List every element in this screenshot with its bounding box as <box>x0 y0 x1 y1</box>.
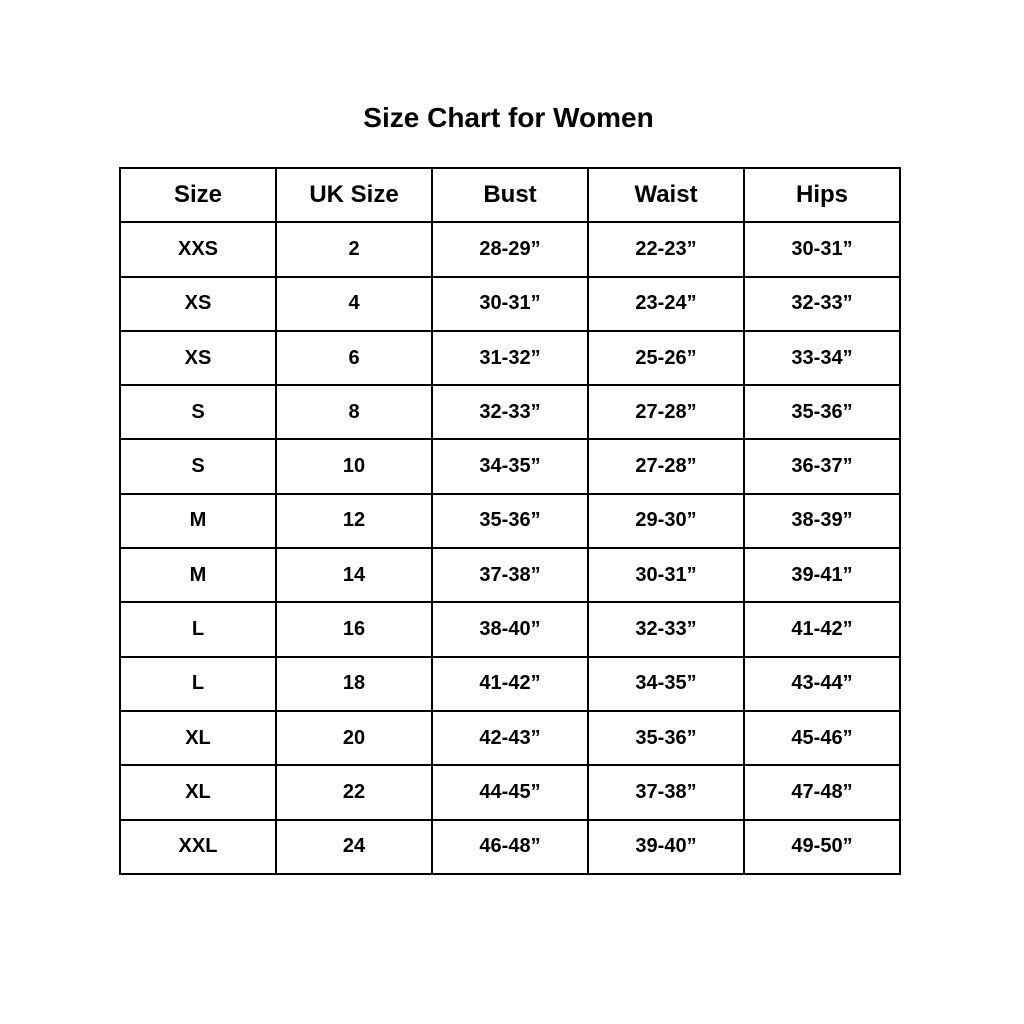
table-cell: 45-46” <box>743 709 901 767</box>
table-row: XL 22 44-45” 37-38” 47-48” <box>119 764 901 821</box>
table-row: S 10 34-35” 27-28” 36-37” <box>119 438 901 495</box>
table-cell: 6 <box>275 329 433 387</box>
table-cell: 43-44” <box>743 655 901 712</box>
table-cell: 4 <box>275 275 433 332</box>
table-cell: 18 <box>275 655 433 712</box>
table-cell: S <box>119 384 277 441</box>
table-row: XS 4 30-31” 23-24” 32-33” <box>119 275 901 332</box>
table-cell: 16 <box>275 601 433 658</box>
table-row: XXS 2 28-29” 22-23” 30-31” <box>119 221 901 278</box>
table-cell: 38-40” <box>431 601 589 658</box>
table-cell: 35-36” <box>743 384 901 441</box>
table-cell: 39-40” <box>587 818 745 875</box>
table-cell: 27-28” <box>587 438 745 495</box>
column-header: Size <box>119 166 277 224</box>
table-cell: 35-36” <box>431 492 589 550</box>
table-cell: 14 <box>275 547 433 604</box>
table-cell: 27-28” <box>587 384 745 441</box>
table-cell: 35-36” <box>587 709 745 767</box>
table-cell: 34-35” <box>431 438 589 495</box>
table-cell: 20 <box>275 709 433 767</box>
table-cell: 44-45” <box>431 764 589 821</box>
table-row: M 14 37-38” 30-31” 39-41” <box>119 547 901 604</box>
table-cell: M <box>119 492 277 550</box>
table-cell: 30-31” <box>743 221 901 278</box>
table-cell: 33-34” <box>743 329 901 387</box>
table-header-row: Size UK Size Bust Waist Hips <box>119 166 901 224</box>
table-cell: 39-41” <box>743 547 901 604</box>
table-cell: 34-35” <box>587 655 745 712</box>
table-cell: 32-33” <box>743 275 901 332</box>
table-cell: XL <box>119 709 277 767</box>
table-cell: XXL <box>119 818 277 875</box>
table-cell: 8 <box>275 384 433 441</box>
page-title: Size Chart for Women <box>363 102 654 133</box>
table-cell: 22 <box>275 764 433 821</box>
table-row: XS 6 31-32” 25-26” 33-34” <box>119 329 901 387</box>
table-cell: L <box>119 655 277 712</box>
table-cell: 30-31” <box>431 275 589 332</box>
table-row: M 12 35-36” 29-30” 38-39” <box>119 492 901 550</box>
table-cell: 31-32” <box>431 329 589 387</box>
table-cell: 10 <box>275 438 433 495</box>
table-cell: 42-43” <box>431 709 589 767</box>
table-cell: 12 <box>275 492 433 550</box>
table-cell: 24 <box>275 818 433 875</box>
column-header: Waist <box>587 166 745 224</box>
table-row: XL 20 42-43” 35-36” 45-46” <box>119 709 901 767</box>
table-cell: XS <box>119 275 277 332</box>
table-cell: 37-38” <box>587 764 745 821</box>
table-cell: 23-24” <box>587 275 745 332</box>
table-row: XXL 24 46-48” 39-40” 49-50” <box>119 818 901 875</box>
table-cell: L <box>119 601 277 658</box>
column-header: Hips <box>743 166 901 224</box>
table-cell: 46-48” <box>431 818 589 875</box>
table-cell: S <box>119 438 277 495</box>
table-row: S 8 32-33” 27-28” 35-36” <box>119 384 901 441</box>
table-cell: 30-31” <box>587 547 745 604</box>
table-cell: 32-33” <box>587 601 745 658</box>
table-cell: 41-42” <box>743 601 901 658</box>
table-cell: XS <box>119 329 277 387</box>
table-cell: 47-48” <box>743 764 901 821</box>
table-cell: M <box>119 547 277 604</box>
table-cell: 29-30” <box>587 492 745 550</box>
table-cell: 28-29” <box>431 221 589 278</box>
column-header: UK Size <box>275 166 433 224</box>
table-cell: 38-39” <box>743 492 901 550</box>
table-cell: 49-50” <box>743 818 901 875</box>
table-cell: 36-37” <box>743 438 901 495</box>
size-chart-table: Size UK Size Bust Waist Hips XXS 2 28-29” 22-23… <box>119 166 901 875</box>
table-cell: 22-23” <box>587 221 745 278</box>
table-cell: 25-26” <box>587 329 745 387</box>
table-cell: XL <box>119 764 277 821</box>
table-cell: 2 <box>275 221 433 278</box>
table-cell: 32-33” <box>431 384 589 441</box>
table-row: L 18 41-42” 34-35” 43-44” <box>119 655 901 712</box>
table-cell: 37-38” <box>431 547 589 604</box>
table-cell: XXS <box>119 221 277 278</box>
table-cell: 41-42” <box>431 655 589 712</box>
table-row: L 16 38-40” 32-33” 41-42” <box>119 601 901 658</box>
column-header: Bust <box>431 166 589 224</box>
